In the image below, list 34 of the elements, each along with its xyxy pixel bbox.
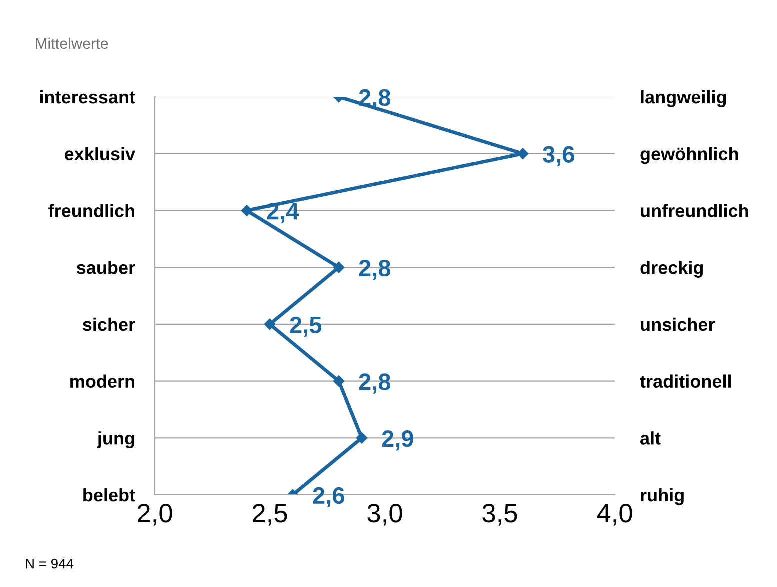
- x-tick-label: 4,0: [597, 504, 632, 526]
- point: [356, 432, 368, 444]
- y-tick-label: exklusiv: [65, 147, 136, 161]
- y2-tick-label: unfreundlich: [641, 204, 748, 218]
- y-tick-label: interessant: [40, 90, 136, 104]
- chart-title: Mittelwerte: [36, 38, 108, 50]
- y2-tick-label: dreckig: [640, 261, 704, 278]
- y-tick-label: freundlich: [48, 204, 134, 218]
- point: [241, 205, 253, 216]
- y2-tick-label: ruhig: [641, 488, 684, 506]
- y-tick-label: sicher: [82, 318, 136, 332]
- y2-tick-label: traditionell: [640, 374, 732, 388]
- y2-tick-label: alt: [640, 432, 661, 445]
- point: [264, 318, 276, 330]
- text: N = 944: [26, 558, 74, 569]
- x-tick-label: 3,5: [482, 504, 518, 526]
- y-tick-label: jung: [97, 432, 134, 449]
- y-tick-label: belebt: [84, 488, 136, 502]
- y-tick-label: modern: [70, 374, 134, 388]
- data-label: 2,6: [313, 487, 344, 508]
- data-label: 2,5: [290, 316, 322, 337]
- data-label: 2,8: [359, 260, 391, 280]
- x-tick-label: 3,0: [368, 504, 402, 526]
- x-tick-label: 2,0: [138, 504, 172, 526]
- y2-tick-label: gewöhnlich: [640, 147, 738, 164]
- data-label: 3,6: [542, 146, 574, 166]
- point: [333, 262, 345, 274]
- y-tick-label: sauber: [76, 261, 136, 274]
- x-tick-label: 2,5: [252, 504, 288, 526]
- data-label: 2,9: [382, 430, 414, 451]
- y2-tick-label: unsicher: [641, 318, 715, 332]
- data-label: 2,8: [359, 374, 391, 394]
- y2-tick-label: langweilig: [641, 90, 726, 108]
- point: [333, 376, 345, 387]
